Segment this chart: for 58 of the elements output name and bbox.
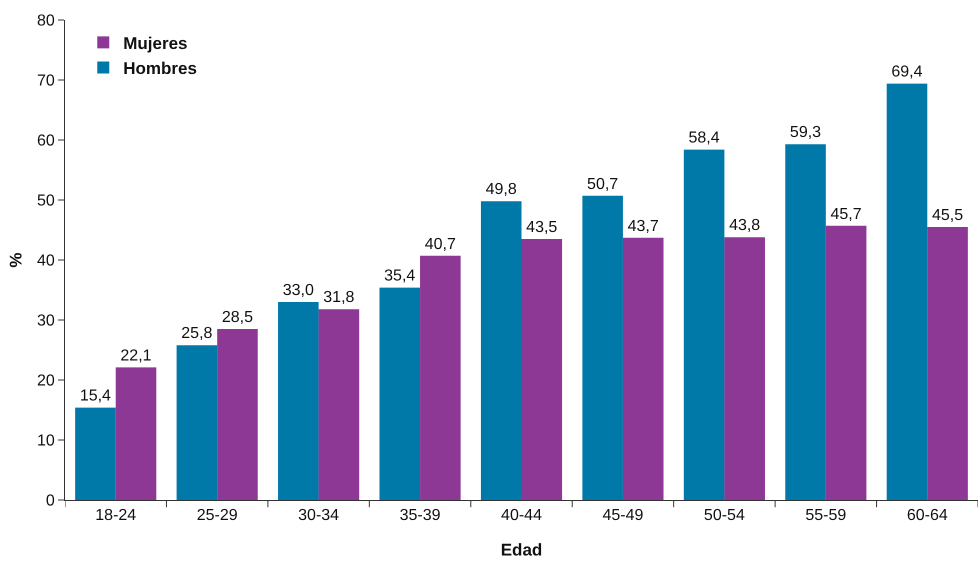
x-tick-label: 45-49 (602, 507, 644, 524)
y-tick-label: 60 (37, 132, 55, 150)
x-tick-label: 35-39 (400, 507, 441, 524)
data-label: 43,8 (729, 217, 760, 234)
bar (927, 227, 968, 500)
y-tick-label: 40 (37, 252, 55, 270)
bar (886, 84, 928, 500)
y-axis-title: % (6, 252, 26, 268)
bar (278, 302, 319, 500)
y-tick-label: 0 (46, 492, 55, 510)
data-label: 15,4 (80, 388, 112, 405)
bar (582, 196, 623, 500)
bar (785, 144, 826, 500)
y-tick-label: 30 (37, 312, 55, 330)
data-label: 69,4 (891, 64, 923, 81)
bar (379, 288, 420, 500)
bar (684, 150, 724, 500)
y-tick-label: 80 (37, 12, 55, 30)
data-label: 43,7 (628, 218, 659, 235)
x-tick-label: 60-64 (906, 507, 948, 524)
bar (116, 367, 156, 500)
data-label: 28,5 (222, 309, 254, 326)
data-label: 35,4 (384, 268, 416, 285)
y-tick-label: 20 (37, 372, 55, 390)
data-label: 49,8 (486, 181, 517, 198)
data-label: 22,1 (120, 347, 152, 364)
data-label: 33,0 (282, 282, 314, 299)
data-label: 45,5 (932, 207, 964, 224)
data-label: 59,3 (790, 124, 822, 142)
bar (217, 329, 258, 500)
data-label: 45,7 (830, 206, 862, 223)
bar (318, 309, 360, 500)
bar (75, 408, 116, 500)
bar (420, 256, 461, 500)
bar (480, 201, 522, 500)
x-tick-label: 55-59 (805, 507, 846, 524)
x-tick-label: 30-34 (298, 507, 340, 524)
data-label: 58,4 (688, 130, 720, 147)
x-tick-label: 25-29 (196, 507, 238, 524)
y-tick-label: 10 (37, 432, 55, 450)
bar (522, 239, 562, 500)
x-tick-label: 50-54 (704, 507, 745, 524)
y-tick-label: 70 (37, 72, 55, 90)
data-label: 25,8 (181, 325, 212, 342)
y-tick-label: 50 (37, 192, 55, 210)
bar (622, 238, 664, 500)
x-tick-label: 18-24 (95, 507, 136, 524)
x-axis-title: Edad (500, 540, 542, 560)
x-tick-label: 40-44 (501, 507, 542, 524)
data-label: 50,7 (587, 176, 618, 193)
legend-label: Mujeres (123, 34, 188, 53)
legend-label: Hombres (123, 59, 197, 78)
data-label: 43,5 (526, 219, 558, 236)
bar (724, 237, 765, 500)
data-label: 40,7 (424, 236, 456, 253)
bar (826, 226, 866, 500)
data-label: 31,8 (323, 289, 355, 306)
bar (176, 345, 218, 500)
